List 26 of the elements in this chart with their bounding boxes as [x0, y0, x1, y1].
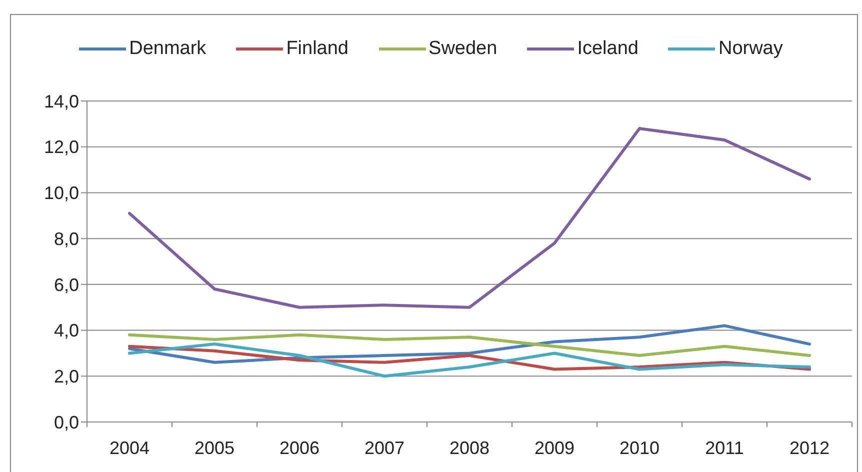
- x-tick-label: 2007: [364, 438, 405, 458]
- y-tick-label: 6,0: [54, 274, 79, 295]
- y-tick-label: 2,0: [54, 366, 79, 387]
- x-tick-label: 2004: [109, 438, 150, 458]
- line-series: [128, 333, 811, 358]
- y-tick-label: 14,0: [44, 91, 79, 112]
- y-tick-label: 8,0: [54, 228, 79, 249]
- line-series: [128, 342, 811, 378]
- line-series: [128, 324, 811, 364]
- legend-label: Finland: [286, 38, 349, 60]
- x-tick-label: 2009: [534, 438, 575, 458]
- y-tick-label: 0,0: [54, 412, 79, 432]
- legend-label: Iceland: [577, 38, 638, 60]
- legend-label: Norway: [718, 38, 783, 60]
- x-tick-label: 2005: [194, 438, 235, 458]
- x-tick-label: 2011: [705, 438, 744, 458]
- x-tick-label: 2008: [449, 438, 490, 458]
- x-tick-label: 2006: [279, 438, 320, 458]
- legend-label: Denmark: [129, 38, 206, 60]
- legend-label: Sweden: [428, 38, 498, 60]
- y-tick-label: 12,0: [44, 137, 79, 158]
- line-series: [128, 127, 811, 309]
- y-tick-label: 10,0: [44, 183, 79, 204]
- y-tick-label: 4,0: [54, 320, 79, 341]
- x-tick-label: 2010: [619, 438, 660, 458]
- x-tick-label: 2012: [789, 438, 830, 458]
